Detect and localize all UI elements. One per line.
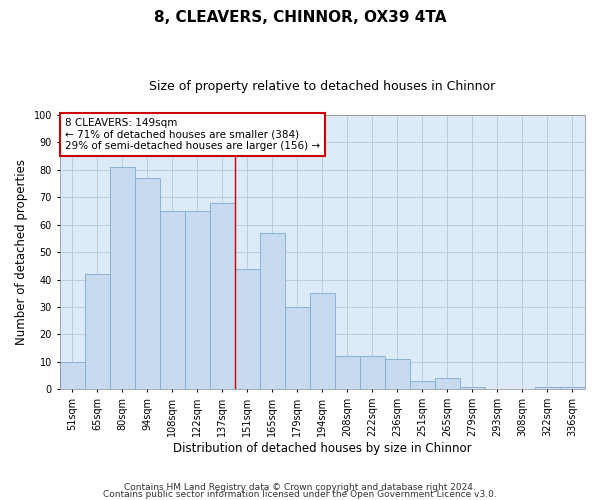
Bar [410,381,435,390]
Bar [134,178,160,390]
Text: Contains HM Land Registry data © Crown copyright and database right 2024.: Contains HM Land Registry data © Crown c… [124,484,476,492]
Text: 8, CLEAVERS, CHINNOR, OX39 4TA: 8, CLEAVERS, CHINNOR, OX39 4TA [154,10,446,25]
Bar [285,307,310,390]
Bar [385,359,410,390]
Bar [435,378,460,390]
Bar [560,386,585,390]
Bar [110,167,134,390]
Bar [260,233,285,390]
Text: 8 CLEAVERS: 149sqm
← 71% of detached houses are smaller (384)
29% of semi-detach: 8 CLEAVERS: 149sqm ← 71% of detached hou… [65,118,320,151]
Bar [235,268,260,390]
X-axis label: Distribution of detached houses by size in Chinnor: Distribution of detached houses by size … [173,442,472,455]
Bar [310,294,335,390]
Bar [160,211,185,390]
Title: Size of property relative to detached houses in Chinnor: Size of property relative to detached ho… [149,80,496,93]
Bar [460,386,485,390]
Bar [360,356,385,390]
Bar [59,362,85,390]
Bar [185,211,209,390]
Bar [209,203,235,390]
Y-axis label: Number of detached properties: Number of detached properties [15,159,28,345]
Bar [85,274,110,390]
Bar [335,356,360,390]
Text: Contains public sector information licensed under the Open Government Licence v3: Contains public sector information licen… [103,490,497,499]
Bar [535,386,560,390]
